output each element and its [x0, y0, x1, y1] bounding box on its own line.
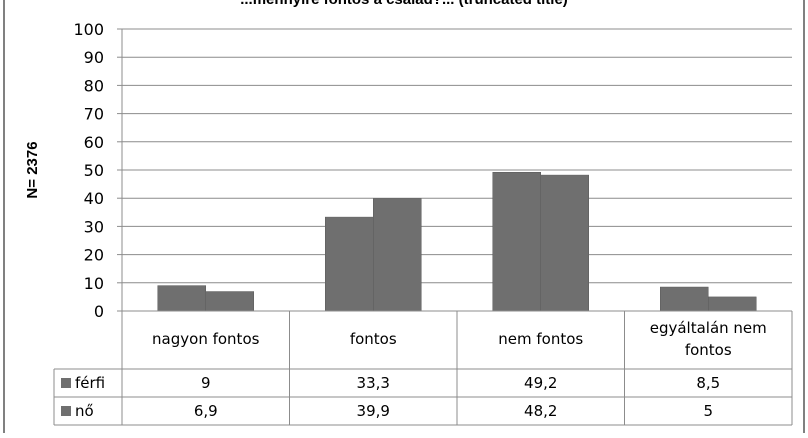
data-table: nagyon fontos fontos nem fontos egyáltalán … — [53, 310, 793, 426]
y-axis-label: N= 2376 — [24, 141, 41, 198]
bar-nő-3 — [540, 174, 589, 312]
legend-label: nő — [75, 402, 94, 420]
y-tick-label: 90 — [84, 48, 104, 67]
category-label: fontos — [350, 330, 397, 348]
bar-nő-2 — [373, 198, 422, 312]
y-tick-label: 40 — [84, 189, 104, 208]
data-label: 5 — [703, 402, 713, 420]
bars — [157, 172, 757, 312]
data-label: 33,3 — [357, 374, 390, 392]
chart-title: ...mennyire fontos a család?... (truncat… — [240, 0, 568, 8]
data-label: 8,5 — [696, 374, 720, 392]
gridlines — [3, 0, 805, 433]
legend-swatch-férfi — [61, 378, 71, 388]
y-tick-label: 20 — [84, 246, 104, 265]
bar-férfi-2 — [325, 216, 374, 312]
legend-swatch-nő — [61, 406, 71, 416]
bar-nő-4 — [708, 296, 757, 312]
data-label: 39,9 — [357, 402, 390, 420]
y-tick-label: 60 — [84, 133, 104, 152]
y-tick-label: 10 — [84, 274, 104, 293]
y-tick-label: 70 — [84, 105, 104, 124]
category-label: fontos — [685, 341, 732, 359]
y-tick-label: 100 — [73, 20, 104, 39]
legend-label: férfi — [75, 374, 105, 392]
bar-férfi-3 — [492, 172, 541, 312]
bar-férfi-4 — [660, 286, 709, 312]
data-label: 6,9 — [194, 402, 218, 420]
category-label: nem fontos — [498, 330, 583, 348]
y-tick-label: 0 — [94, 302, 104, 321]
y-tick-label: 50 — [84, 161, 104, 180]
category-label: egyáltalán nem — [650, 319, 767, 337]
bar-férfi-1 — [157, 285, 206, 312]
bar-nő-1 — [205, 291, 254, 312]
category-label: nagyon fontos — [152, 330, 260, 348]
data-label: 49,2 — [524, 374, 557, 392]
y-tick-label: 30 — [84, 217, 104, 236]
y-axis-ticks: 0 10 20 30 40 50 60 70 80 90 100 — [73, 20, 104, 321]
data-label: 9 — [201, 374, 211, 392]
data-label: 48,2 — [524, 402, 557, 420]
y-tick-label: 80 — [84, 76, 104, 95]
